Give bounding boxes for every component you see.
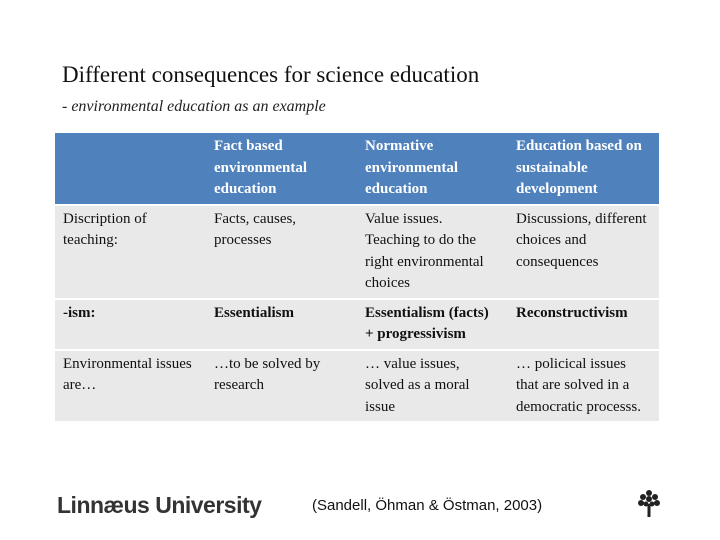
table-body: Discription of teaching: Facts, causes, p… xyxy=(55,203,659,421)
table-cell: …to be solved by research xyxy=(206,348,357,421)
row-label: Discription of teaching: xyxy=(55,203,206,299)
table-cell: Facts, causes, processes xyxy=(206,203,357,299)
logo-icon xyxy=(638,490,660,517)
column-header: Normative environmental education xyxy=(357,133,508,205)
table: Fact based environmental education Norma… xyxy=(55,133,659,421)
citation: (Sandell, Öhman & Östman, 2003) xyxy=(312,497,543,514)
title: Different consequences for science educa… xyxy=(62,62,480,87)
column-header: Education based on sustainable developme… xyxy=(508,133,659,205)
subtitle: - environmental education as an example xyxy=(62,98,326,115)
table-cell: Reconstructivism xyxy=(508,297,659,350)
table-row: Environmental issues are… …to be solved b… xyxy=(55,348,659,421)
row-label: -ism: xyxy=(55,297,206,350)
table-cell: Essentialism xyxy=(206,297,357,350)
row-label: Environmental issues are… xyxy=(55,348,206,421)
logo: Linnæus University xyxy=(57,492,262,518)
table-row: -ism: Essentialism Essentialism (facts) + … xyxy=(55,297,659,350)
table-row: Discription of teaching: Facts, causes, p… xyxy=(55,203,659,299)
column-header: Fact based environmental education xyxy=(206,133,357,205)
corner-cell xyxy=(55,133,206,205)
table-cell: … policical issues that are solved in a … xyxy=(508,348,659,421)
table-cell: Discussions, different choices and conse… xyxy=(508,203,659,299)
table-cell: … value issues, solved as a moral issue xyxy=(357,348,508,421)
table-cell: Value issues. Teaching to do the right e… xyxy=(357,203,508,299)
header-row: Fact based environmental education Norma… xyxy=(55,133,659,205)
table-cell: Essentialism (facts) + progressivism xyxy=(357,297,508,350)
